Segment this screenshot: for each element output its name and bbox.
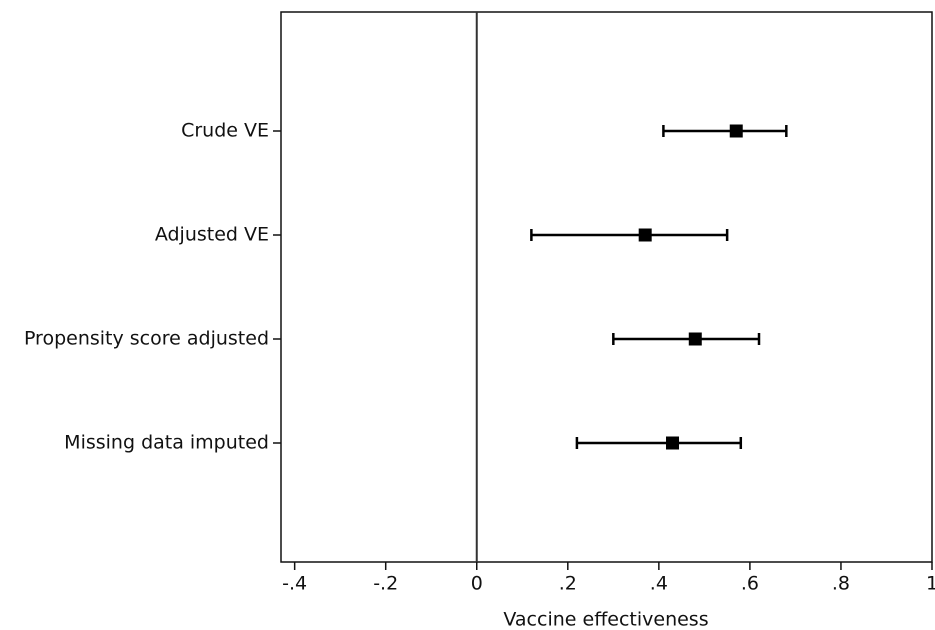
x-tick-label: 1 <box>926 573 935 595</box>
x-tick-label: -.2 <box>373 573 398 595</box>
y-tick-label: Adjusted VE <box>155 224 269 246</box>
plot-frame <box>280 11 933 563</box>
x-tick-label: -.4 <box>282 573 307 595</box>
point-estimate <box>638 228 652 242</box>
x-tick-label: .4 <box>650 573 668 595</box>
x-tick-label: .6 <box>741 573 759 595</box>
x-tick-label: .8 <box>832 573 850 595</box>
y-tick-label: Crude VE <box>181 120 269 142</box>
y-tick-label: Missing data imputed <box>64 432 269 454</box>
x-tick-label: 0 <box>471 573 483 595</box>
x-tick-label: .2 <box>559 573 577 595</box>
point-estimate <box>666 436 680 450</box>
x-axis-label: Vaccine effectiveness <box>503 609 708 630</box>
point-estimate <box>688 332 702 346</box>
y-tick-label: Propensity score adjusted <box>24 328 269 350</box>
point-estimate <box>729 124 743 138</box>
